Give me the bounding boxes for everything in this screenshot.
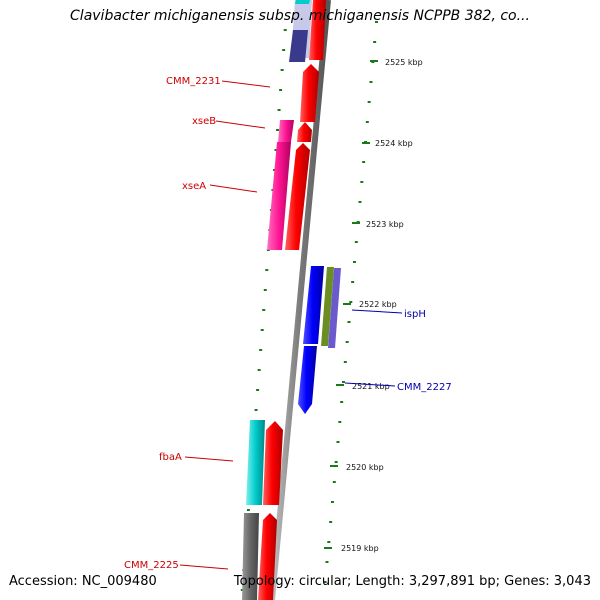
gene-feature-cmm2231[interactable] <box>300 64 319 122</box>
tick-label-2523: 2523 kbp <box>366 220 404 229</box>
gene-feature-ispH-blue[interactable] <box>303 266 324 344</box>
gene-label-xseb[interactable]: xseB <box>192 116 216 127</box>
gene-feature-top-cyan-sliver[interactable] <box>295 0 310 4</box>
tick-label-2521: 2521 kbp <box>352 382 390 391</box>
gene-feature-grey-bottom[interactable] <box>242 513 259 600</box>
tick-label-2520: 2520 kbp <box>346 463 384 472</box>
label-pointer-lines <box>179 80 403 570</box>
gene-label-cmm2227[interactable]: CMM_2227 <box>397 382 452 393</box>
gene-feature-xseb-magenta[interactable] <box>278 120 294 142</box>
gene-feature-top-navy[interactable] <box>289 30 308 62</box>
tick-label-2524: 2524 kbp <box>375 139 413 148</box>
gene-label-fbaa[interactable]: fbaA <box>159 452 182 463</box>
tick-label-2525: 2525 kbp <box>385 58 423 67</box>
gene-feature-fbaa[interactable] <box>246 420 265 505</box>
gene-feature-red-fbaa[interactable] <box>263 421 283 505</box>
accession-text: Accession: NC_009480 <box>9 574 157 589</box>
major-ticks <box>324 60 378 549</box>
gene-feature-xseb-red[interactable] <box>297 122 312 142</box>
tick-label-2519: 2519 kbp <box>341 544 379 553</box>
gene-feature-top-red[interactable] <box>309 0 326 60</box>
gene-label-cmm2231[interactable]: CMM_2231 <box>166 76 221 87</box>
gene-label-cmm2225[interactable]: CMM_2225 <box>124 560 179 571</box>
gene-feature-red-large[interactable] <box>285 143 310 250</box>
gene-label-isph[interactable]: ispH <box>404 309 426 320</box>
gene-feature-cmm2227[interactable] <box>298 346 317 414</box>
backbone-arc <box>269 0 331 600</box>
map-title: Clavibacter michiganensis subsp. michiga… <box>70 8 530 24</box>
tick-label-2522: 2522 kbp <box>359 300 397 309</box>
gene-feature-red-bottom[interactable] <box>258 513 277 600</box>
topology-summary: Topology: circular; Length: 3,297,891 bp… <box>233 574 591 589</box>
gene-feature-xsea-magenta[interactable] <box>267 142 291 250</box>
gene-label-xsea[interactable]: xseA <box>182 181 206 192</box>
gene-feature-ispH-olive[interactable] <box>321 267 334 346</box>
gene-feature-ispH-slate[interactable] <box>328 268 341 348</box>
